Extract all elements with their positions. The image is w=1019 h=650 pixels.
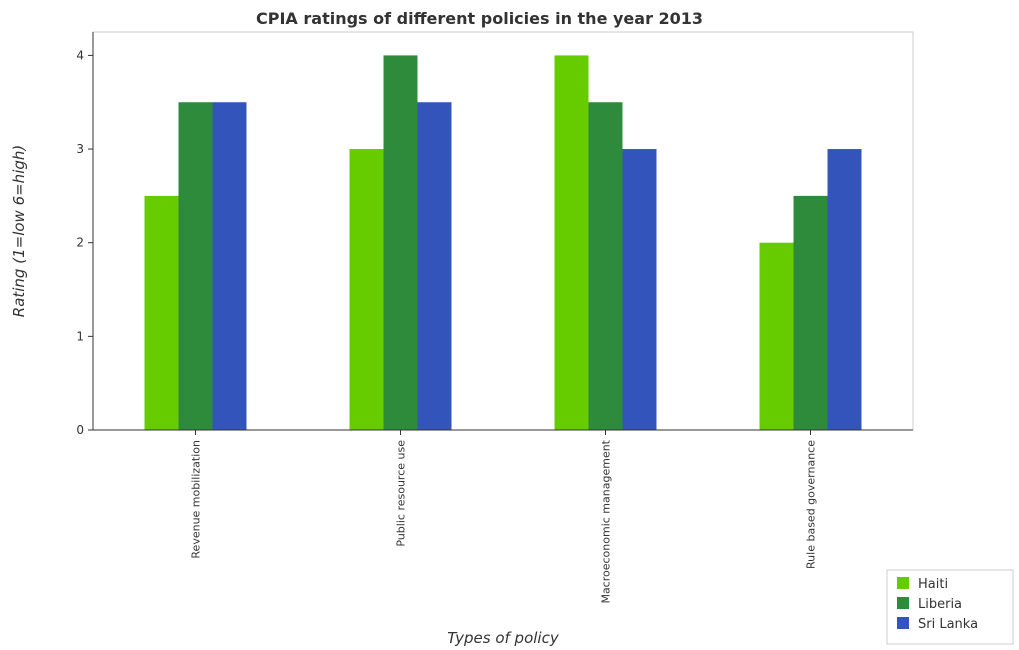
bar-liberia-2 — [588, 102, 623, 430]
legend-label: Liberia — [918, 597, 962, 612]
x-axis: Revenue mobilization Public resource use M… — [93, 429, 913, 604]
bar-sri-lanka-0 — [212, 102, 247, 430]
bar-haiti-1 — [349, 149, 384, 430]
y-tick-label: 2 — [76, 236, 84, 250]
bar-liberia-0 — [178, 102, 213, 430]
bar-liberia-3 — [793, 195, 828, 430]
x-tick-label: Macroeconomic management — [600, 439, 613, 603]
x-tick-label: Public resource use — [395, 440, 408, 547]
legend-swatch-sri-lanka — [897, 617, 909, 629]
bar-haiti-3 — [759, 242, 794, 430]
legend: Haiti Liberia Sri Lanka — [886, 569, 1014, 645]
bar-sri-lanka-1 — [417, 102, 452, 430]
legend-label: Sri Lanka — [918, 617, 978, 632]
y-tick-label: 4 — [76, 48, 84, 62]
y-tick-label: 3 — [76, 142, 84, 156]
bar-sri-lanka-2 — [622, 149, 657, 430]
bar-liberia-1 — [383, 55, 418, 430]
legend-swatch-haiti — [897, 577, 909, 589]
x-tick-label: Rule based governance — [805, 440, 818, 569]
chart-title: CPIA ratings of different policies in th… — [256, 9, 703, 28]
bar-haiti-0 — [144, 195, 179, 430]
bar-haiti-2 — [554, 55, 589, 430]
legend-label: Haiti — [918, 577, 948, 592]
bars-layer — [144, 55, 862, 430]
bar-sri-lanka-3 — [827, 149, 862, 430]
y-tick-label: 1 — [76, 329, 84, 343]
x-axis-title: Types of policy — [447, 629, 560, 647]
y-axis-title: Rating (1=low 6=high) — [10, 145, 28, 317]
x-tick-label: Revenue mobilization — [190, 440, 203, 559]
y-axis: 0 1 2 3 4 — [76, 32, 94, 437]
y-tick-label: 0 — [76, 423, 84, 437]
legend-swatch-liberia — [897, 597, 909, 609]
